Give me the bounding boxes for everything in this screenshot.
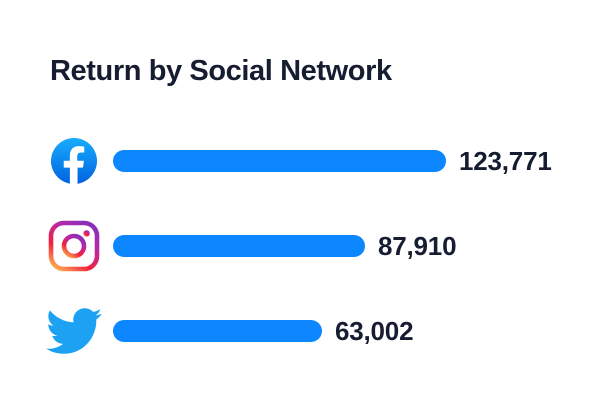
twitter-bar [113,320,322,343]
instagram-bar [113,235,365,258]
bar-row-instagram: 87,910 [46,218,602,274]
instagram-icon [46,218,102,274]
bar-row-facebook: 123,771 [46,133,602,189]
facebook-icon [46,133,102,189]
twitter-icon [46,303,102,359]
facebook-bar [113,150,446,173]
chart-container: Return by Social Network [46,55,602,359]
bar-rows: 123,771 [46,133,602,359]
bar-row-twitter: 63,002 [46,303,602,359]
instagram-value-label: 87,910 [378,230,457,261]
twitter-value-label: 63,002 [335,315,414,346]
facebook-value-label: 123,771 [459,145,552,176]
chart-title: Return by Social Network [50,55,392,87]
